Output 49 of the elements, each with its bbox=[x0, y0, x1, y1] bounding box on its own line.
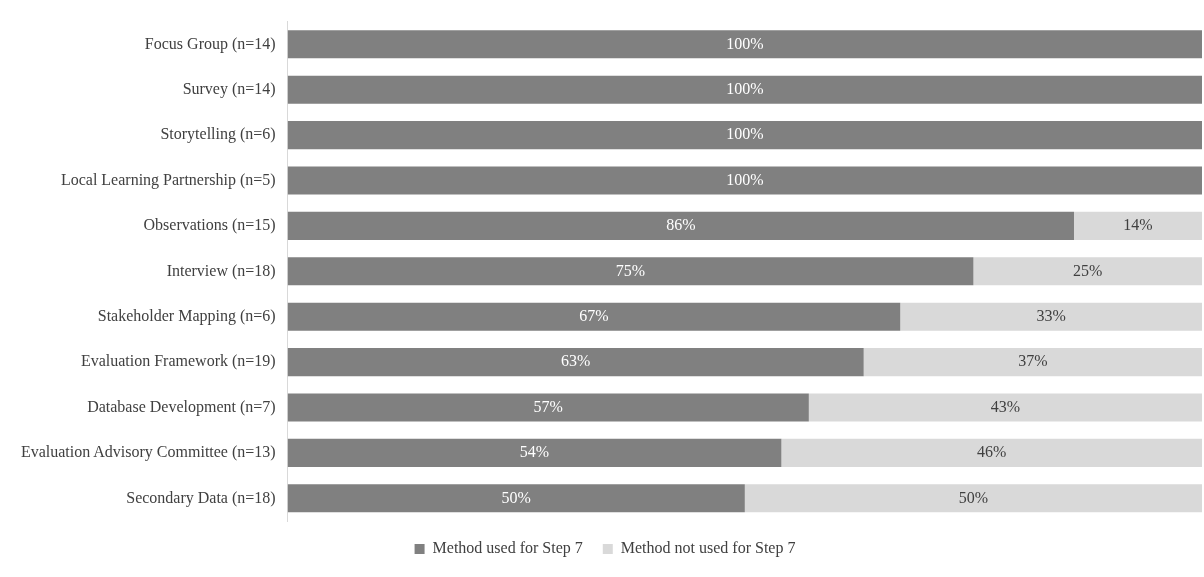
bar bbox=[287, 438, 782, 467]
bar bbox=[973, 257, 1202, 286]
data-label: 67% bbox=[579, 306, 609, 324]
legend-label: Method not used for Step 7 bbox=[620, 539, 796, 558]
bar bbox=[863, 348, 1202, 377]
y-tick-label: Survey (n=14) bbox=[182, 79, 276, 98]
y-tick-label: Evaluation Framework (n=19) bbox=[80, 352, 276, 371]
data-label: 100% bbox=[726, 125, 764, 143]
y-tick-label: Secondary Data (n=18) bbox=[126, 488, 276, 507]
y-tick-label: Observations (n=15) bbox=[143, 216, 276, 235]
data-label: 100% bbox=[726, 34, 764, 52]
data-label: 57% bbox=[533, 397, 563, 415]
data-label: 43% bbox=[990, 397, 1021, 415]
bar bbox=[744, 484, 1202, 513]
bar bbox=[781, 438, 1202, 467]
data-label: 46% bbox=[977, 443, 1007, 461]
bar bbox=[287, 393, 809, 422]
bar bbox=[287, 302, 901, 331]
bar bbox=[287, 257, 974, 286]
y-tick-label: Evaluation Advisory Committee (n=13) bbox=[20, 443, 276, 462]
bar bbox=[1073, 211, 1202, 240]
bar bbox=[287, 166, 1202, 195]
bar bbox=[287, 484, 745, 513]
bar bbox=[287, 348, 864, 377]
data-label: 50% bbox=[958, 488, 989, 506]
bar bbox=[287, 121, 1202, 150]
data-label: 86% bbox=[666, 216, 696, 234]
y-tick-label: Interview (n=18) bbox=[166, 261, 276, 280]
bar bbox=[287, 75, 1202, 104]
y-tick-label: Database Development (n=7) bbox=[87, 397, 276, 416]
legend-label: Method used for Step 7 bbox=[432, 539, 583, 558]
data-label: 75% bbox=[615, 261, 646, 279]
data-label: 25% bbox=[1073, 261, 1103, 279]
data-label: 100% bbox=[726, 79, 764, 97]
data-label: 50% bbox=[501, 488, 531, 506]
data-label: 33% bbox=[1036, 306, 1066, 324]
y-tick-label: Local Learning Partnership (n=5) bbox=[60, 170, 276, 189]
data-label: 100% bbox=[726, 170, 764, 188]
bar bbox=[287, 30, 1202, 59]
y-tick-label: Storytelling (n=6) bbox=[160, 125, 276, 144]
bar bbox=[900, 302, 1202, 331]
y-tick-label: Focus Group (n=14) bbox=[144, 34, 276, 53]
bar bbox=[287, 211, 1074, 240]
data-label: 14% bbox=[1123, 216, 1153, 234]
y-tick-label: Stakeholder Mapping (n=6) bbox=[97, 306, 276, 325]
data-label: 63% bbox=[561, 352, 591, 370]
data-label: 54% bbox=[519, 443, 550, 461]
data-label: 37% bbox=[1018, 352, 1048, 370]
bar bbox=[808, 393, 1202, 422]
